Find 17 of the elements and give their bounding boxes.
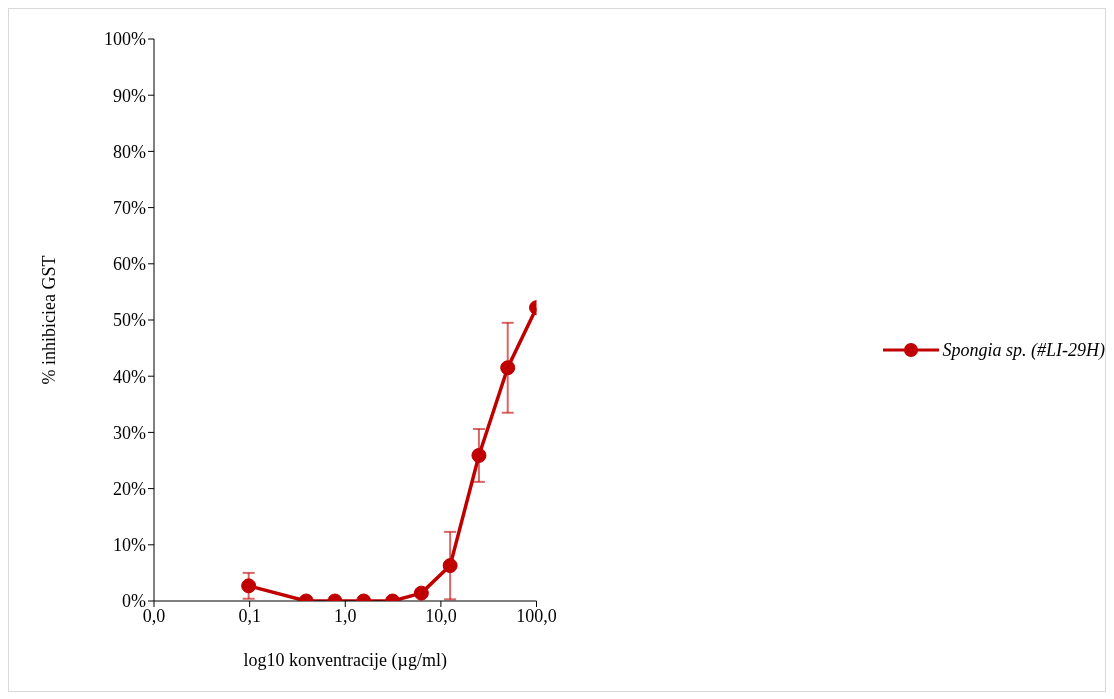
x-axis-title: log10 konventracije (µg/ml)	[243, 650, 447, 671]
x-tick-label: 100,0	[516, 605, 557, 626]
y-tick-label: 50%	[113, 310, 146, 331]
y-tick-label: 80%	[113, 141, 146, 162]
y-tick-label: 100%	[104, 29, 146, 50]
y-axis-title: % inhibiciea GST	[39, 255, 60, 385]
y-tick-label: 30%	[113, 422, 146, 443]
x-tick-label: 0,1	[238, 605, 261, 626]
x-tick-label: 10,0	[425, 605, 457, 626]
x-tick-label: 1,0	[334, 605, 357, 626]
y-tick-label: 40%	[113, 366, 146, 387]
y-tick-label: 10%	[113, 535, 146, 556]
y-tick-label: 90%	[113, 85, 146, 106]
legend-label: Spongia sp. (#LI-29H)	[942, 339, 1105, 361]
y-tick-label: 60%	[113, 254, 146, 275]
y-tick-label: 20%	[113, 478, 146, 499]
y-tick-label: 70%	[113, 197, 146, 218]
